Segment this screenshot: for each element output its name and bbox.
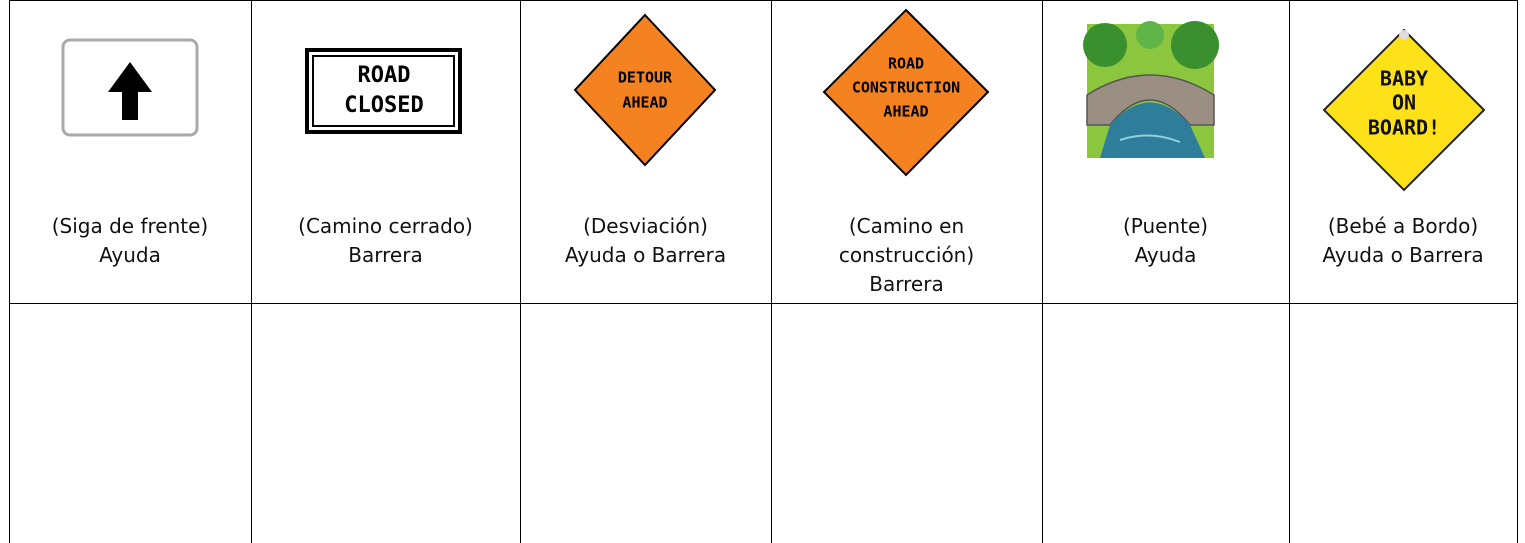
sign-text: BABY — [1380, 67, 1428, 91]
caption-line: (Siga de frente) — [51, 214, 209, 238]
sign-baby-on-board: BABY ON BOARD! — [1322, 28, 1486, 192]
caption-line: (Desviación) — [583, 214, 708, 238]
sign-text: CONSTRUCTION — [852, 79, 960, 97]
border — [9, 0, 1518, 1]
sign-text: ROAD — [358, 63, 411, 88]
caption-line: Ayuda o Barrera — [564, 243, 727, 267]
caption-line: (Camino cerrado) — [298, 214, 473, 238]
sign-text: BOARD! — [1368, 116, 1440, 140]
border — [771, 0, 772, 543]
sign-text: AHEAD — [883, 103, 928, 121]
caption-line: Barrera — [348, 243, 423, 267]
sign-text: ROAD — [888, 55, 924, 73]
caption-line: (Camino en — [848, 214, 965, 238]
caption-line: (Puente) — [1122, 214, 1209, 238]
caption: (Siga de frente) Ayuda — [9, 212, 251, 270]
caption: (Camino cerrado) Barrera — [251, 212, 520, 270]
caption: (Camino en construcción) Barrera — [771, 212, 1042, 299]
caption-line: Barrera — [869, 272, 944, 296]
sign-road-closed: ROAD CLOSED — [305, 48, 462, 134]
caption-line: Ayuda o Barrera — [1322, 243, 1484, 267]
sign-text: AHEAD — [622, 94, 667, 112]
caption: (Desviación) Ayuda o Barrera — [520, 212, 771, 270]
sign-straight — [61, 38, 199, 137]
sign-text: DETOUR — [618, 69, 673, 87]
border — [251, 0, 252, 543]
sign-text: CLOSED — [344, 93, 423, 118]
border — [9, 303, 1518, 304]
caption-line: construcción) — [838, 243, 975, 267]
caption: (Puente) Ayuda — [1042, 212, 1289, 270]
border — [1042, 0, 1043, 543]
border — [1289, 0, 1290, 543]
border — [520, 0, 521, 543]
border — [9, 0, 10, 543]
caption: (Bebé a Bordo) Ayuda o Barrera — [1289, 212, 1517, 270]
sign-construction: ROAD CONSTRUCTION AHEAD — [822, 8, 990, 177]
caption-line: (Bebé a Bordo) — [1327, 214, 1479, 238]
sign-text: ON — [1392, 91, 1416, 115]
signs: ROAD CLOSED DETOUR AHEAD ROAD CONSTRUCTI… — [61, 8, 1486, 192]
bridge-image — [1083, 21, 1219, 158]
caption-line: Ayuda — [1134, 243, 1197, 267]
border — [1517, 0, 1518, 543]
caption-line: Ayuda — [99, 243, 161, 267]
sign-detour: DETOUR AHEAD — [573, 13, 717, 167]
